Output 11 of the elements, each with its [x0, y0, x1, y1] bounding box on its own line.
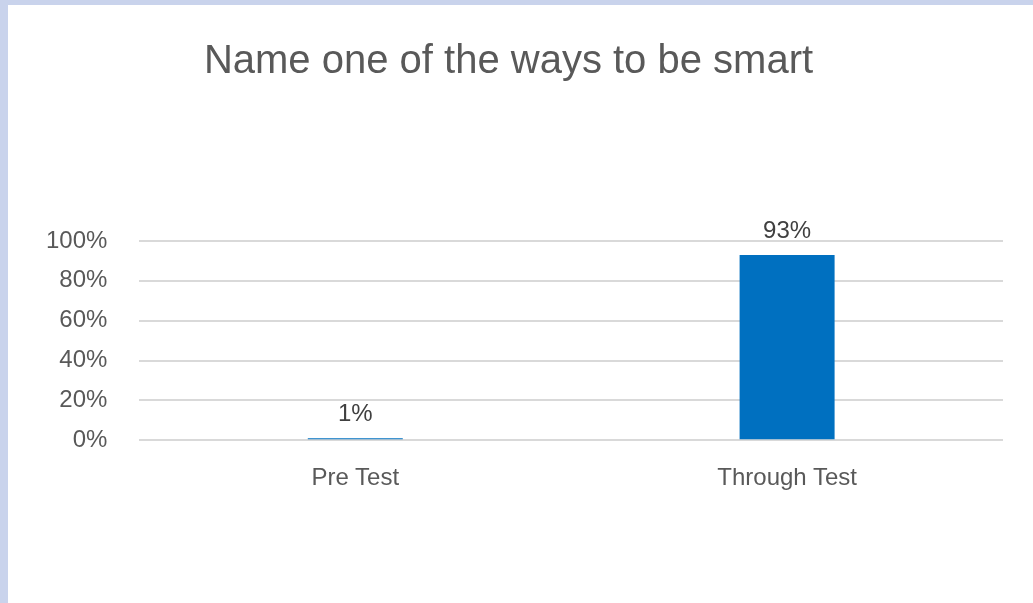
y-tick-label: 0%: [72, 424, 108, 452]
chart-title: Name one of the ways to be smart: [203, 37, 814, 82]
x-tick-label: Pre Test: [311, 463, 400, 491]
y-tick-label: 40%: [59, 345, 108, 373]
y-tick-label: 100%: [45, 225, 108, 253]
x-tick-label: Through Test: [717, 463, 858, 491]
data-label: 93%: [763, 215, 812, 243]
y-tick-label: 60%: [59, 305, 108, 333]
y-tick-label: 20%: [59, 384, 108, 412]
y-tick-label: 80%: [59, 265, 108, 293]
data-label: 1%: [337, 398, 373, 426]
